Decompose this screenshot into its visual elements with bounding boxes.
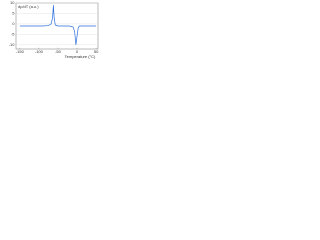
y-tick-label: 10 (10, 0, 15, 5)
x-tick-label: 50 (94, 49, 99, 54)
y-tick-label: 0 (12, 21, 15, 26)
y-tick-label: -10 (9, 42, 16, 47)
x-axis-label: Temperature (°C) (65, 54, 96, 59)
x-tick-label: -150 (16, 49, 25, 54)
data-line (19, 5, 97, 45)
y-tick-label: -5 (11, 31, 15, 36)
x-tick-label: 0 (76, 49, 79, 54)
y-axis-label: dp/dT (a.u.) (18, 4, 39, 9)
x-tick-label: -50 (55, 49, 62, 54)
x-tick-label: -100 (35, 49, 44, 54)
y-tick-label: 5 (12, 11, 15, 16)
chart: dp/dT (a.u.) Temperature (°C) -10-50510-… (9, 0, 99, 59)
